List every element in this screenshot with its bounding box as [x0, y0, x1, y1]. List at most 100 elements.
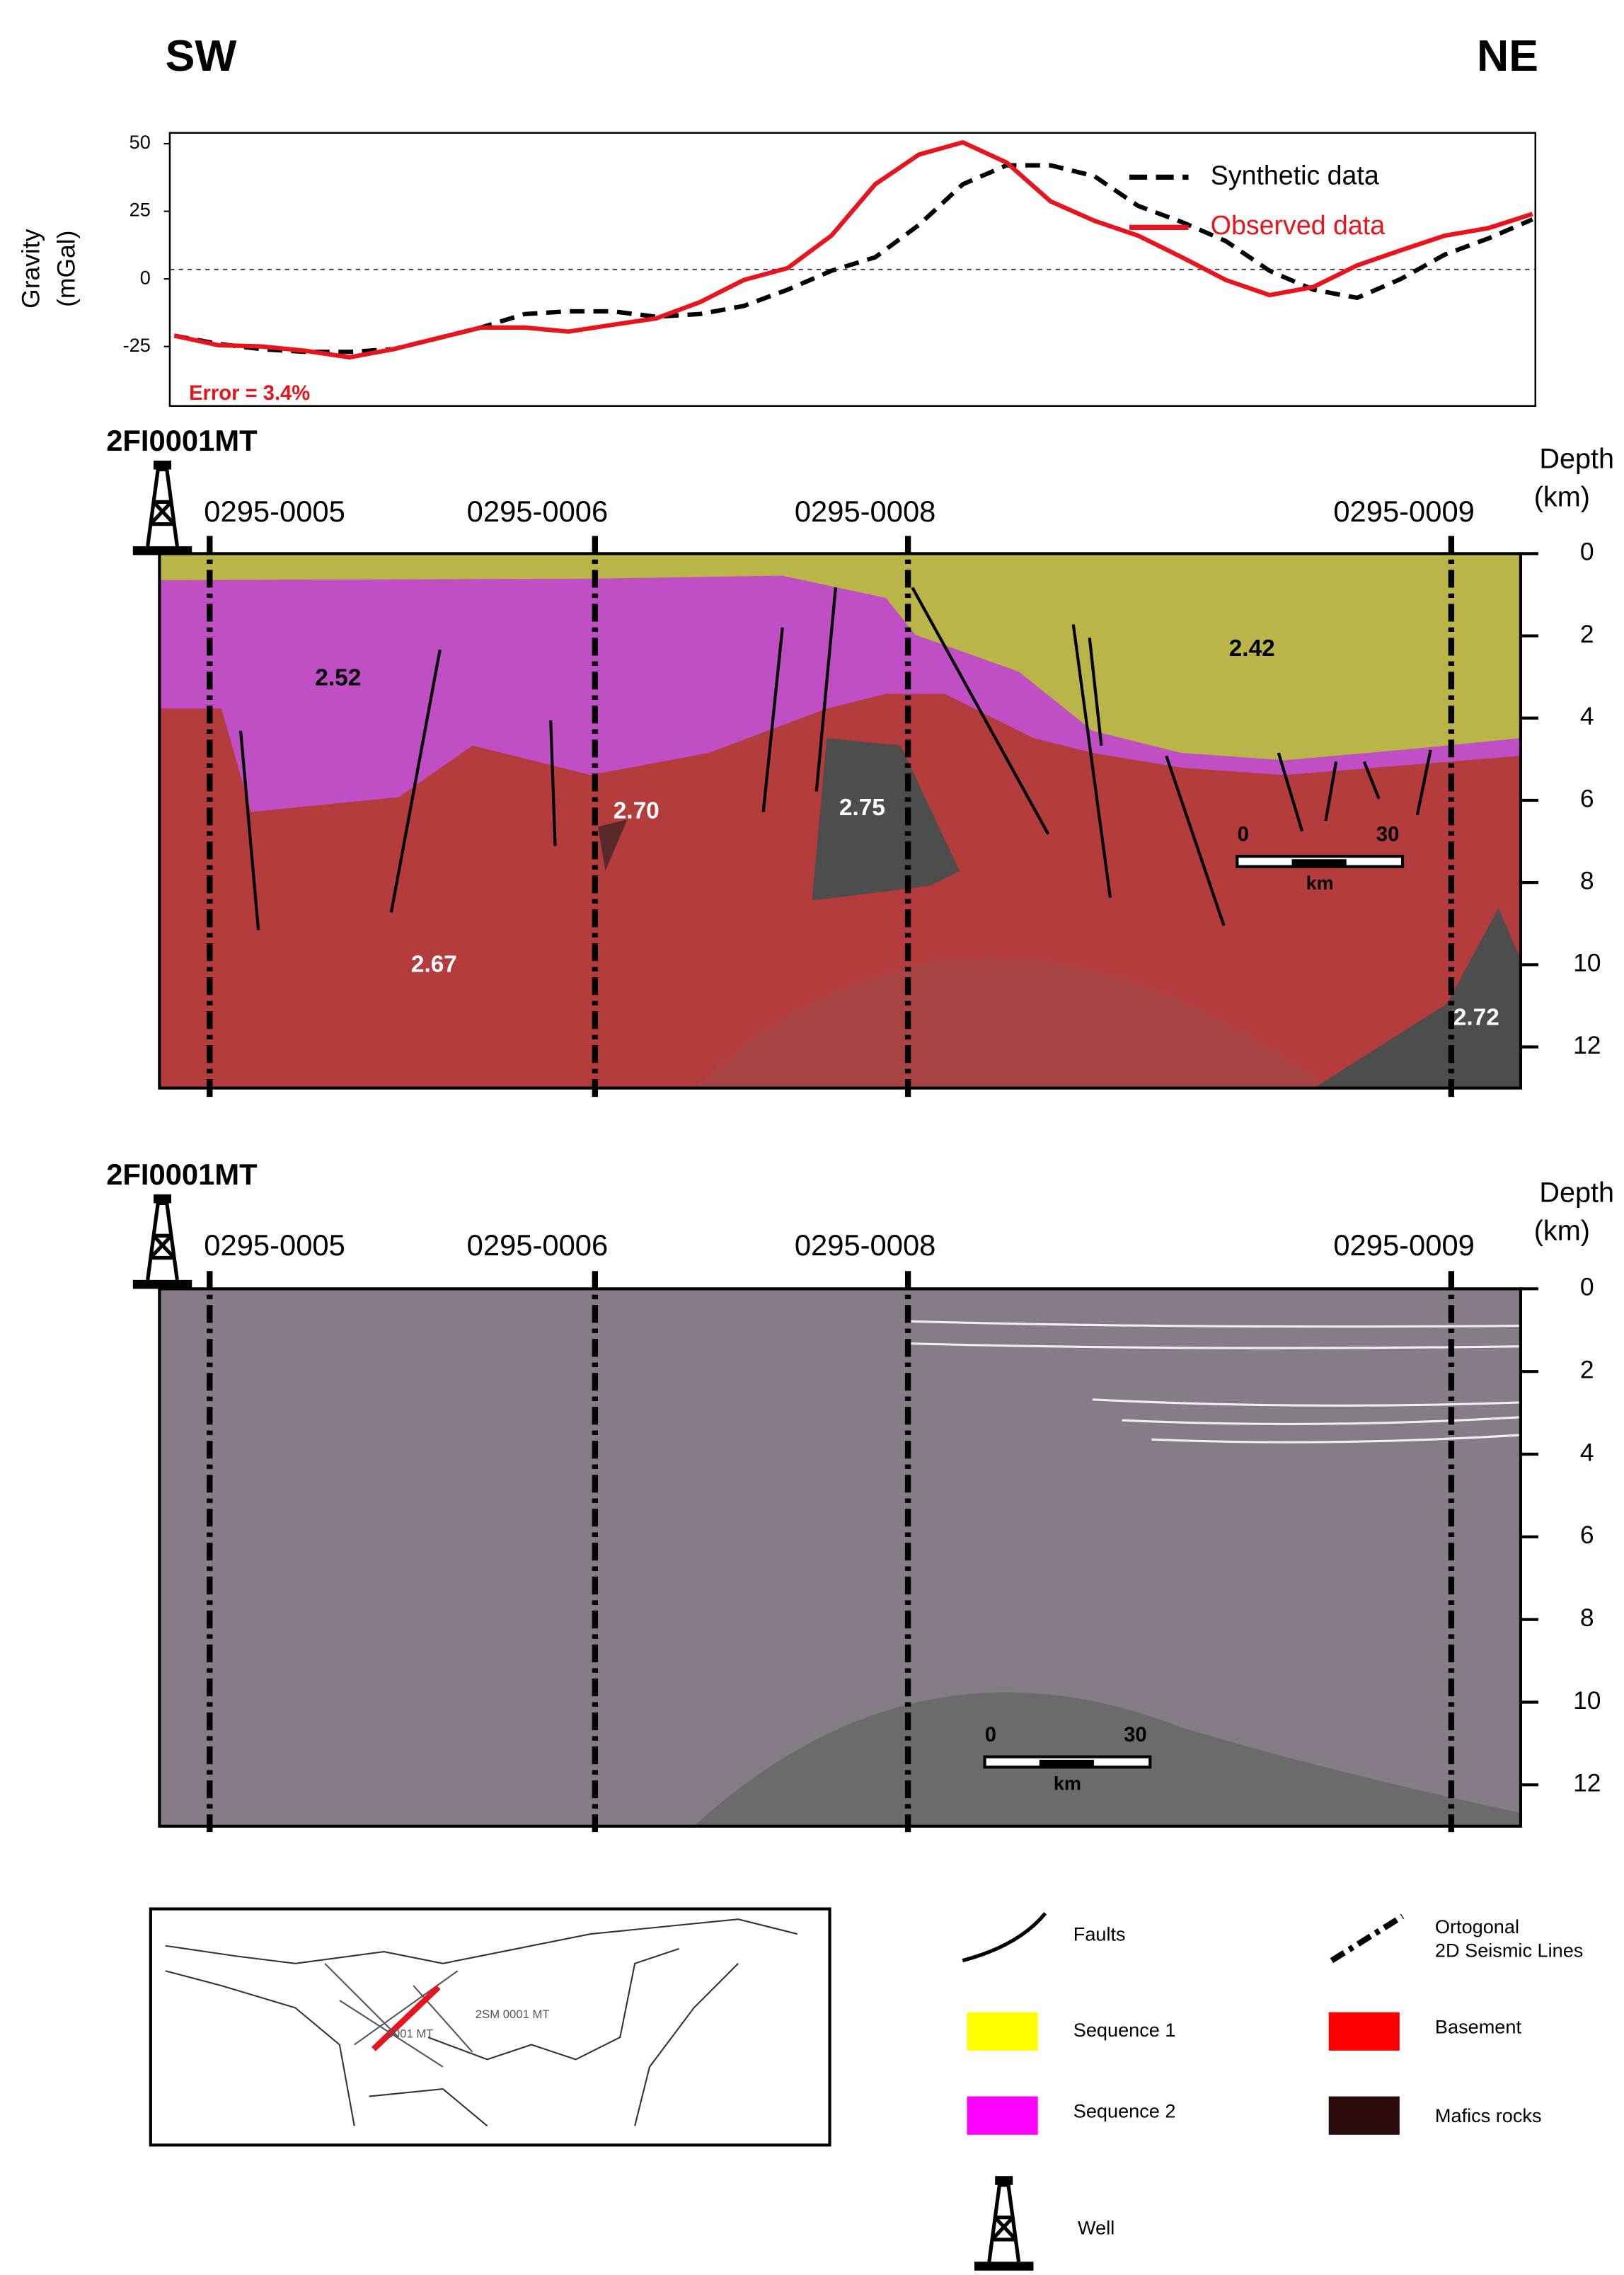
reflector [908, 1342, 1521, 1349]
depth-tick-label: 8 [1580, 866, 1594, 894]
legend-label: Well [1078, 2216, 1115, 2238]
fault [1362, 761, 1381, 800]
seismic-line-label: 0295-0006 [467, 1228, 609, 1262]
section-1-model [158, 552, 1523, 1090]
y-axis-unit: (mGal) [52, 231, 80, 307]
error-annotation: Error = 3.4% [189, 382, 310, 405]
density-label: 2.70 [614, 797, 660, 824]
mafics-swatch [1328, 2096, 1400, 2135]
reflector [1092, 1398, 1521, 1407]
scale-label: 30 [1124, 1724, 1146, 1746]
depth-label: Depth [1539, 443, 1614, 474]
reflector [1122, 1416, 1521, 1425]
fault [1088, 638, 1103, 746]
mafic-body [1313, 908, 1521, 1088]
sequence-2-swatch [967, 2096, 1038, 2135]
fault-symbol [962, 1912, 1047, 1963]
well-icon [132, 1194, 192, 1289]
y-tick-label: -25 [123, 334, 151, 356]
legend-label: Synthetic data [1211, 160, 1379, 190]
scale-label: km [1054, 1773, 1081, 1795]
legend-label: Faults [1073, 1923, 1126, 1945]
scale-bar-fill [1291, 859, 1347, 867]
seismic-line-label: 0295-0008 [795, 1228, 936, 1262]
y-tick-label: 50 [129, 131, 151, 153]
profile-location [371, 1985, 441, 2051]
reflector [1151, 1434, 1521, 1444]
sequence-1 [159, 553, 1521, 761]
fault [761, 627, 784, 812]
density-label: 2.72 [1453, 1004, 1499, 1030]
depth-label: (km) [1534, 1216, 1590, 1247]
depth-tick-label: 6 [1580, 1521, 1594, 1549]
fault [549, 720, 557, 846]
legend-label: 2D Seismic Lines [1435, 1939, 1583, 1961]
depth-tick-label: 12 [1573, 1031, 1601, 1059]
depth-tick-label: 10 [1573, 1686, 1601, 1715]
seismic-line-label: 0295-0006 [467, 495, 609, 528]
fault [1165, 755, 1226, 926]
density-label: 2.67 [411, 951, 457, 977]
map-outline [165, 1918, 797, 2127]
fault [1415, 749, 1432, 816]
fault [389, 649, 442, 913]
scale-label: 0 [985, 1724, 996, 1746]
mafic-body [812, 738, 960, 901]
data-line [173, 139, 1533, 360]
fault [911, 587, 1050, 835]
legend-symbols [962, 1912, 1405, 2135]
well-derrick [146, 1201, 179, 1281]
fault [239, 730, 260, 931]
mafic-body [597, 819, 628, 871]
y-tick-label: 0 [140, 266, 151, 288]
well-icon [132, 460, 192, 555]
seismic-line-label: 0295-0009 [1333, 495, 1475, 528]
seismic-line-label: 0295-0005 [204, 1228, 345, 1262]
depth-tick-label: 2 [1580, 1356, 1594, 1384]
y-axis-label: Gravity [16, 229, 45, 309]
reflector [908, 1320, 1521, 1328]
map-frame [149, 1907, 831, 2147]
direction-left: SW [166, 31, 237, 81]
depth-tick-label: 0 [1580, 538, 1594, 566]
lower-basement [693, 957, 1329, 1088]
well-top [154, 460, 172, 470]
depth-tick-label: 4 [1580, 702, 1594, 730]
section-title: 2FI0001MT [106, 1158, 258, 1191]
section-frame [158, 552, 1523, 1090]
section-title: 2FI0001MT [106, 424, 258, 457]
legend-label: Mafics rocks [1435, 2104, 1542, 2126]
well-derrick [987, 2183, 1021, 2262]
map-label: 2SM 0001 MT [476, 2008, 550, 2021]
seismic-line-label: 0295-0005 [204, 495, 345, 528]
well-base [132, 1279, 192, 1289]
section-frame [158, 1287, 1523, 1828]
seismic-line-label: 0295-0008 [795, 495, 936, 528]
basement-swatch [1328, 2012, 1400, 2051]
density-label: 2.75 [839, 795, 885, 821]
direction-right: NE [1477, 31, 1538, 81]
depth-tick-label: 10 [1573, 949, 1601, 977]
legend-label: Sequence 2 [1073, 2100, 1176, 2122]
scale-bar-fill [1039, 1759, 1094, 1768]
y-tick-label: 25 [129, 199, 151, 221]
sequence-2 [159, 575, 1521, 812]
seismic-line-label: 0295-0009 [1333, 1228, 1475, 1262]
legend-label: Observed data [1211, 210, 1385, 240]
well-base [974, 2262, 1034, 2271]
legend-label: Ortogonal [1435, 1916, 1519, 1937]
depth-tick-label: 0 [1580, 1273, 1594, 1301]
well-base [132, 546, 192, 555]
map-label: 0001 MT [387, 2027, 434, 2040]
depth-label: Depth [1539, 1177, 1614, 1208]
fault [1324, 761, 1338, 822]
seismic-grid [324, 1963, 473, 2068]
depth-tick-label: 6 [1580, 784, 1594, 812]
depth-tick-label: 8 [1580, 1603, 1594, 1632]
scale-label: 30 [1376, 824, 1399, 846]
well-icon [974, 2176, 1034, 2271]
legend-label: Sequence 1 [1073, 2019, 1176, 2041]
well-top [154, 1194, 172, 1204]
seismic-line-symbol [1330, 1913, 1405, 1964]
faults [239, 587, 1432, 931]
